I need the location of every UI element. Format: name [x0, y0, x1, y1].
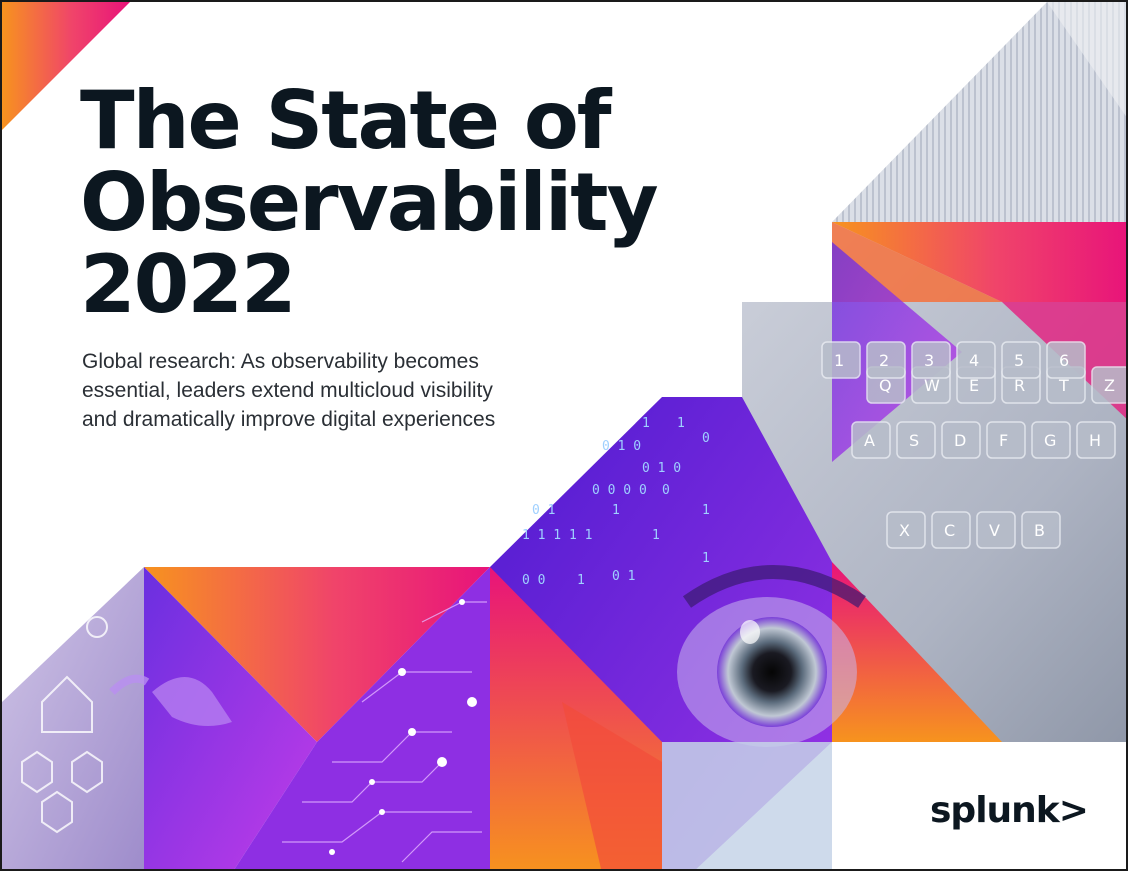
keyboard-key-label: 1: [834, 351, 844, 370]
keyboard-key-label: S: [909, 431, 919, 450]
keyboard-key: [1091, 366, 1126, 404]
keyboard-key-label: T: [1058, 376, 1069, 395]
keyboard-key-label: E: [969, 376, 979, 395]
keyboard-key-label: 5: [1014, 351, 1024, 370]
binary-digit: 0 1: [532, 503, 555, 518]
binary-digit: 1: [642, 416, 650, 431]
keyboard-key: [911, 341, 951, 379]
keyboard-key-label: 4: [969, 351, 979, 370]
keyboard-key: [886, 511, 926, 549]
keyboard-key: [851, 421, 891, 459]
keyboard-key-label: Q: [879, 376, 892, 395]
keyboard-key: [1031, 421, 1071, 459]
binary-digit: 0: [662, 483, 670, 498]
keyboard-key-label: H: [1089, 431, 1101, 450]
keyboard-key-label: R: [1014, 376, 1025, 395]
binary-digit: 1: [702, 551, 710, 566]
keyboard-key-label: D: [954, 431, 966, 450]
keyboard-key-label: Z: [1104, 376, 1115, 395]
keyboard-key-label: 2: [879, 351, 889, 370]
keyboard-key-label: C: [944, 521, 955, 540]
keyboard-key-label: V: [989, 521, 1000, 540]
keyboard-key-label: F: [999, 431, 1008, 450]
keyboard-key: [1076, 421, 1116, 459]
title-line-1: The State of: [80, 74, 612, 167]
keyboard-key-label: 3: [924, 351, 934, 370]
keyboard-key-label: X: [899, 521, 910, 540]
keyboard-key: [976, 511, 1016, 549]
keyboard-key-label: 6: [1059, 351, 1069, 370]
binary-digit: 0 1 0: [642, 461, 681, 476]
binary-digit: 1: [677, 416, 685, 431]
binary-digit: 0: [702, 431, 710, 446]
keyboard-key: [986, 421, 1026, 459]
keyboard-key: [1001, 341, 1041, 379]
report-title: The State of Observability 2022: [80, 80, 680, 326]
splunk-logo: splunk>: [930, 790, 1089, 831]
binary-digit: 0 1 0: [602, 439, 641, 454]
keyboard-key: [1021, 511, 1061, 549]
binary-digit: 1 1 1 1 1: [522, 528, 592, 543]
keyboard-key: [821, 341, 861, 379]
binary-digit: 1: [612, 503, 620, 518]
subtitle-line-1: Global research: As observability become…: [82, 350, 479, 373]
binary-digit: 1: [577, 573, 585, 588]
keyboard-key: [931, 511, 971, 549]
keyboard-key-label: A: [864, 431, 875, 450]
binary-digit: 0 1: [612, 569, 635, 584]
binary-digit: 0 0 0 0: [592, 483, 647, 498]
binary-digit: 1: [652, 528, 660, 543]
keyboard-key: [896, 421, 936, 459]
title-line-3: 2022: [80, 238, 297, 331]
title-line-2: Observability: [80, 156, 659, 249]
keyboard-key: [866, 341, 906, 379]
subtitle-line-2: essential, leaders extend multicloud vis…: [82, 379, 493, 402]
keyboard-key: [1046, 341, 1086, 379]
report-subtitle: Global research: As observability become…: [82, 347, 562, 434]
keyboard-key: [956, 341, 996, 379]
binary-digit: 1: [702, 503, 710, 518]
keyboard-key: [941, 421, 981, 459]
keyboard-key-label: G: [1044, 431, 1056, 450]
subtitle-line-3: and dramatically improve digital experie…: [82, 408, 496, 431]
keyboard-key-label: W: [924, 376, 940, 395]
keyboard-key-label: B: [1034, 521, 1045, 540]
binary-digit: 0 0: [522, 573, 545, 588]
